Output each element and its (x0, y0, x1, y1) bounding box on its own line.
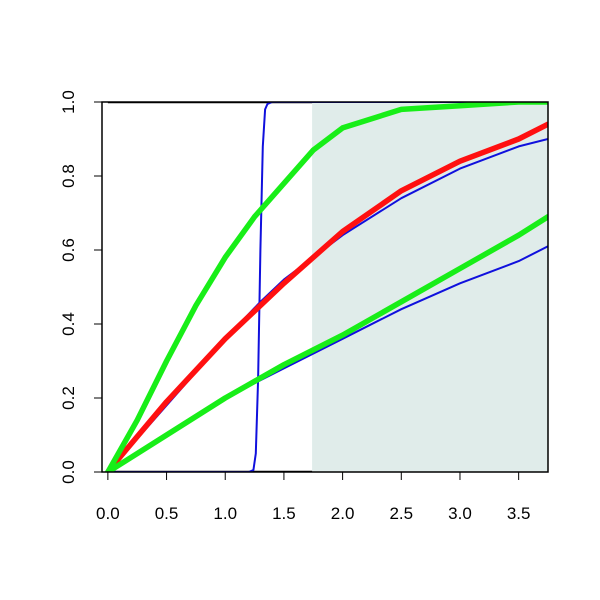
series-line-5 (105, 102, 548, 472)
x-tick-label: 2.0 (331, 504, 355, 523)
y-tick-label: 0.4 (59, 312, 78, 336)
x-tick-label: 2.5 (389, 504, 413, 523)
x-tick-label: 1.5 (272, 504, 296, 523)
series-line-6 (105, 213, 548, 472)
y-tick-label: 0.0 (59, 460, 78, 484)
x-tick-label: 0.0 (96, 504, 120, 523)
y-tick-label: 0.8 (59, 164, 78, 188)
x-tick-label: 1.0 (213, 504, 237, 523)
y-tick-label: 0.2 (59, 386, 78, 410)
plot-frame (101, 101, 549, 473)
y-tick-label: 0.6 (59, 238, 78, 262)
y-tick-label: 1.0 (59, 90, 78, 114)
series-line-1 (106, 102, 548, 472)
series-line-4 (110, 121, 548, 468)
x-tick-label: 0.5 (155, 504, 179, 523)
x-tick-label: 3.0 (448, 504, 472, 523)
x-tick-label: 3.5 (507, 504, 531, 523)
